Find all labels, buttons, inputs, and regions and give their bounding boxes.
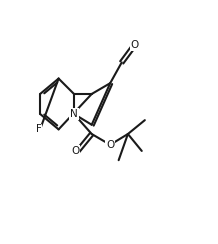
- Text: N: N: [70, 109, 78, 119]
- Text: O: O: [71, 146, 79, 156]
- Text: O: O: [131, 40, 139, 50]
- Text: F: F: [36, 124, 42, 134]
- Text: O: O: [106, 140, 114, 150]
